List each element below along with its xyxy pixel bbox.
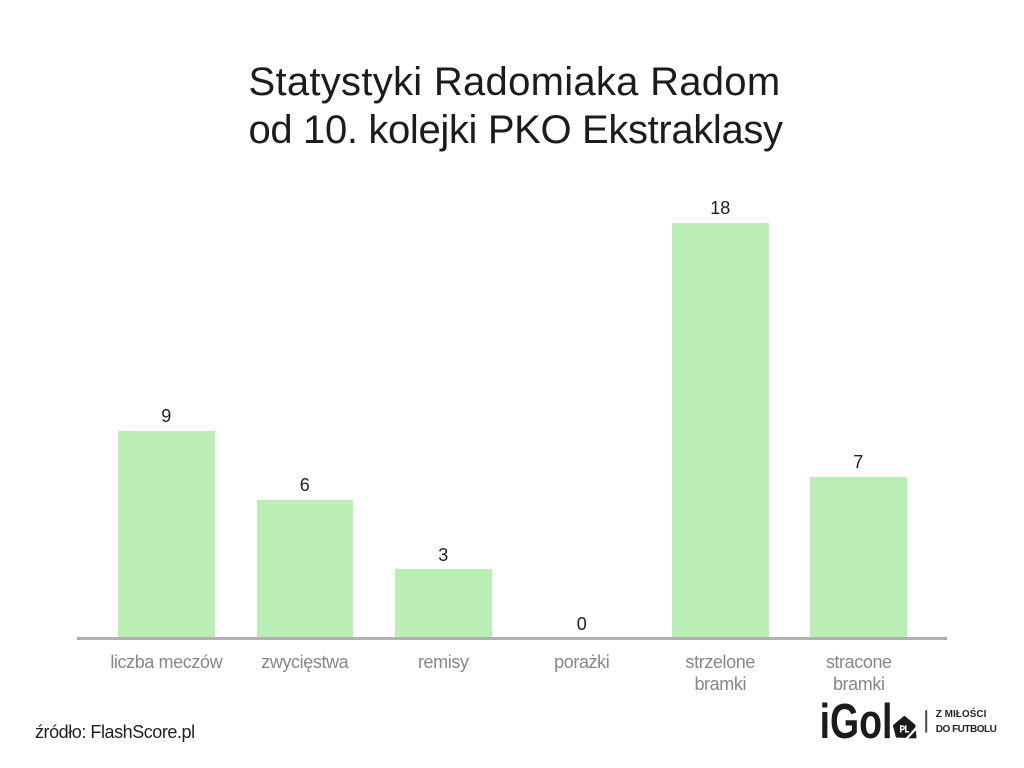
svg-text:iGol: iGol — [820, 695, 893, 749]
svg-text:DO FUTBOLU: DO FUTBOLU — [936, 724, 997, 735]
svg-text:Z MIŁOŚCI: Z MIŁOŚCI — [936, 707, 987, 720]
